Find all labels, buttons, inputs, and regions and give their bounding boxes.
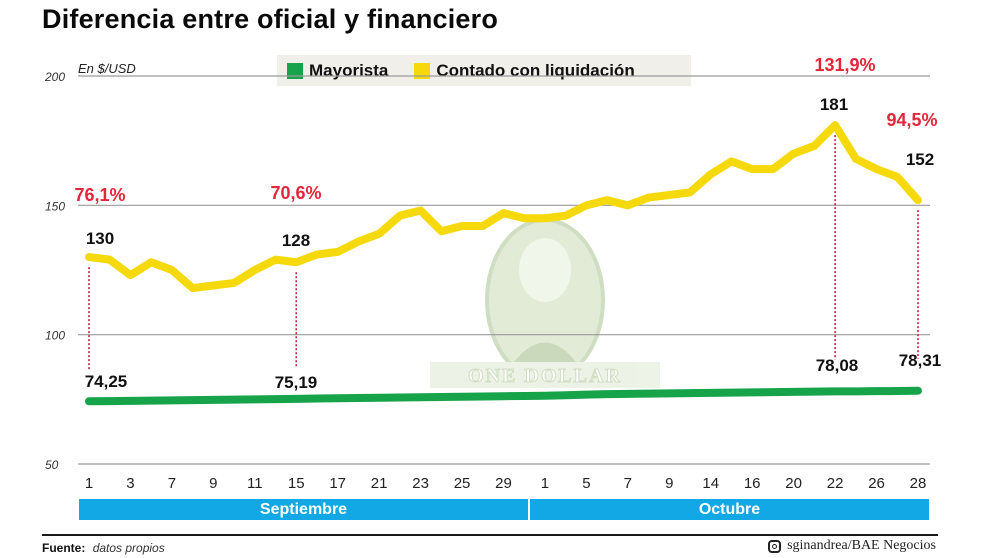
x-tick-label: 28 [910, 475, 927, 492]
y-tick-label: 50 [45, 458, 59, 472]
y-tick-label: 200 [44, 70, 65, 84]
x-tick-label: 9 [209, 475, 217, 492]
legend-swatch-green [287, 62, 303, 79]
legend-item-mayorista: Mayorista [287, 61, 388, 81]
ccl-value-label: 128 [282, 231, 310, 250]
source-label: Fuente: [42, 541, 86, 555]
x-tick-label: 23 [412, 475, 429, 492]
x-tick-label: 3 [126, 475, 134, 492]
x-tick-label: 20 [785, 475, 802, 492]
x-tick-label: 5 [582, 475, 590, 492]
unit-label: En $/USD [78, 61, 136, 76]
month-bar-septiembre: Septiembre [79, 499, 528, 520]
chart-title: Diferencia entre oficial y financiero [42, 4, 499, 34]
credit-text: sginandrea/BAE Negocios [787, 538, 936, 553]
source-value: datos propios [92, 541, 165, 555]
legend: Mayorista Contado con liquidación [277, 55, 691, 86]
credit: sginandrea/BAE Negocios [768, 538, 936, 554]
x-tick-label: 15 [288, 475, 305, 492]
series-line-mayorista [85, 386, 922, 406]
month-bar-octubre: Octubre [530, 499, 929, 520]
mayorista-value-label: 78,08 [816, 356, 859, 375]
y-tick-label: 150 [45, 199, 65, 213]
gap-percent-label: 94,5% [886, 110, 937, 130]
x-tick-label: 7 [168, 475, 176, 492]
legend-item-ccl: Contado con liquidación [414, 60, 635, 81]
x-tick-label: 1 [85, 475, 93, 492]
mayorista-value-label: 78,31 [899, 351, 942, 370]
x-tick-label: 9 [665, 475, 673, 492]
x-tick-label: 11 [247, 475, 263, 492]
x-tick-label: 1 [541, 475, 549, 492]
x-tick-label: 29 [495, 475, 512, 492]
x-tick-label: 14 [702, 475, 719, 492]
series-line-ccl [85, 121, 922, 293]
mayorista-value-label: 75,19 [275, 373, 318, 392]
x-tick-label: 22 [827, 475, 844, 492]
x-tick-label: 16 [744, 475, 761, 492]
gap-percent-label: 70,6% [270, 183, 321, 203]
gap-percent-label: 76,1% [74, 185, 125, 205]
legend-swatch-yellow [414, 62, 431, 79]
x-tick-label: 7 [624, 475, 632, 492]
source-note: Fuente: datos propios [42, 541, 165, 555]
x-tick-label: 25 [454, 475, 471, 492]
y-tick-label: 100 [45, 329, 65, 343]
legend-label: Mayorista [309, 60, 389, 80]
x-tick-label: 26 [868, 475, 885, 492]
ccl-value-label: 130 [86, 229, 114, 248]
svg-text:ONE DOLLAR: ONE DOLLAR [468, 365, 622, 387]
x-tick-label: 21 [371, 475, 388, 492]
footer-rule [42, 534, 938, 536]
ccl-value-label: 181 [820, 95, 848, 114]
dollar-bill-watermark: ONE DOLLAR [430, 218, 660, 388]
ccl-value-label: 152 [906, 150, 934, 169]
legend-label: Contado con liquidación [436, 60, 635, 80]
mayorista-value-label: 74,25 [85, 372, 128, 391]
gap-percent-label: 131,9% [814, 55, 875, 75]
x-tick-label: 17 [329, 475, 346, 492]
instagram-icon [768, 539, 782, 553]
